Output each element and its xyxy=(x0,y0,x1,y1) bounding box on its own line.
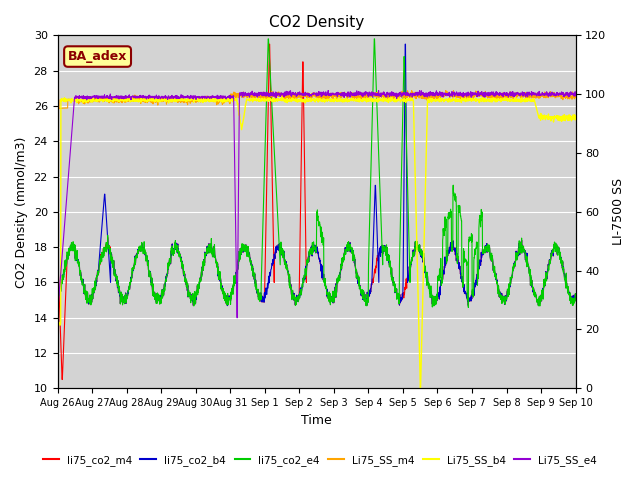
li75_co2_m4 xyxy=(343,247,351,253)
li75_co2_b4 xyxy=(332,287,339,293)
Li75_SS_b4 xyxy=(479,94,487,100)
Li75_SS_b4 xyxy=(54,320,61,325)
Li75_SS_e4 xyxy=(527,92,534,97)
Li75_SS_e4 xyxy=(467,95,475,100)
li75_co2_b4 xyxy=(467,298,475,304)
li75_co2_m4 xyxy=(332,289,339,295)
Li75_SS_b4 xyxy=(527,96,534,102)
Li75_SS_m4 xyxy=(332,93,339,99)
Li75_SS_b4 xyxy=(417,385,424,391)
Li75_SS_e4 xyxy=(343,92,351,98)
Li75_SS_e4 xyxy=(198,93,206,99)
li75_co2_b4 xyxy=(401,41,409,47)
li75_co2_b4 xyxy=(223,303,231,309)
Li75_SS_e4 xyxy=(324,88,332,94)
li75_co2_b4 xyxy=(198,266,206,272)
li75_co2_e4 xyxy=(54,295,61,300)
li75_co2_m4 xyxy=(54,244,61,250)
Li75_SS_e4 xyxy=(572,93,579,98)
Line: li75_co2_e4: li75_co2_e4 xyxy=(58,39,575,307)
Legend: li75_co2_m4, li75_co2_b4, li75_co2_e4, Li75_SS_m4, Li75_SS_b4, Li75_SS_e4: li75_co2_m4, li75_co2_b4, li75_co2_e4, L… xyxy=(39,451,601,470)
Li75_SS_e4 xyxy=(541,91,548,97)
Li75_SS_e4 xyxy=(332,92,339,97)
Li75_SS_e4 xyxy=(54,312,61,318)
Li75_SS_m4 xyxy=(541,89,548,95)
li75_co2_e4 xyxy=(343,242,351,248)
Title: CO2 Density: CO2 Density xyxy=(269,15,364,30)
X-axis label: Time: Time xyxy=(301,414,332,427)
Li75_SS_m4 xyxy=(54,97,61,103)
li75_co2_m4 xyxy=(527,272,534,277)
Li75_SS_b4 xyxy=(541,114,548,120)
li75_co2_m4 xyxy=(266,41,273,47)
Li75_SS_m4 xyxy=(572,93,579,98)
li75_co2_e4 xyxy=(572,293,579,299)
Line: Li75_SS_b4: Li75_SS_b4 xyxy=(58,97,575,388)
li75_co2_e4 xyxy=(467,238,475,243)
li75_co2_e4 xyxy=(527,272,534,278)
li75_co2_e4 xyxy=(332,285,339,290)
Y-axis label: CO2 Density (mmol/m3): CO2 Density (mmol/m3) xyxy=(15,136,28,288)
Li75_SS_m4 xyxy=(467,92,475,97)
li75_co2_b4 xyxy=(343,245,351,251)
Line: Li75_SS_m4: Li75_SS_m4 xyxy=(58,91,575,108)
li75_co2_b4 xyxy=(541,279,548,285)
Line: Li75_SS_e4: Li75_SS_e4 xyxy=(58,91,575,318)
li75_co2_m4 xyxy=(58,377,66,383)
Y-axis label: LI-7500 SS: LI-7500 SS xyxy=(612,178,625,245)
Li75_SS_m4 xyxy=(56,106,63,111)
Li75_SS_m4 xyxy=(527,92,534,97)
li75_co2_b4 xyxy=(54,293,61,299)
li75_co2_m4 xyxy=(572,292,579,298)
li75_co2_e4 xyxy=(541,279,548,285)
li75_co2_e4 xyxy=(465,304,472,310)
Li75_SS_b4 xyxy=(467,95,475,101)
li75_co2_m4 xyxy=(198,264,206,270)
Text: BA_adex: BA_adex xyxy=(68,50,127,63)
Li75_SS_b4 xyxy=(572,113,579,119)
Li75_SS_b4 xyxy=(332,96,339,102)
Li75_SS_b4 xyxy=(198,97,206,103)
Li75_SS_m4 xyxy=(198,95,206,101)
li75_co2_m4 xyxy=(467,298,475,304)
Line: li75_co2_b4: li75_co2_b4 xyxy=(58,44,575,306)
Li75_SS_e4 xyxy=(233,315,241,321)
Li75_SS_m4 xyxy=(343,90,351,96)
Li75_SS_m4 xyxy=(442,88,450,94)
li75_co2_e4 xyxy=(198,265,206,271)
li75_co2_m4 xyxy=(541,279,548,285)
Line: li75_co2_m4: li75_co2_m4 xyxy=(58,44,575,380)
Li75_SS_b4 xyxy=(342,96,350,102)
li75_co2_b4 xyxy=(572,292,579,298)
li75_co2_e4 xyxy=(264,36,272,42)
li75_co2_b4 xyxy=(527,272,534,277)
